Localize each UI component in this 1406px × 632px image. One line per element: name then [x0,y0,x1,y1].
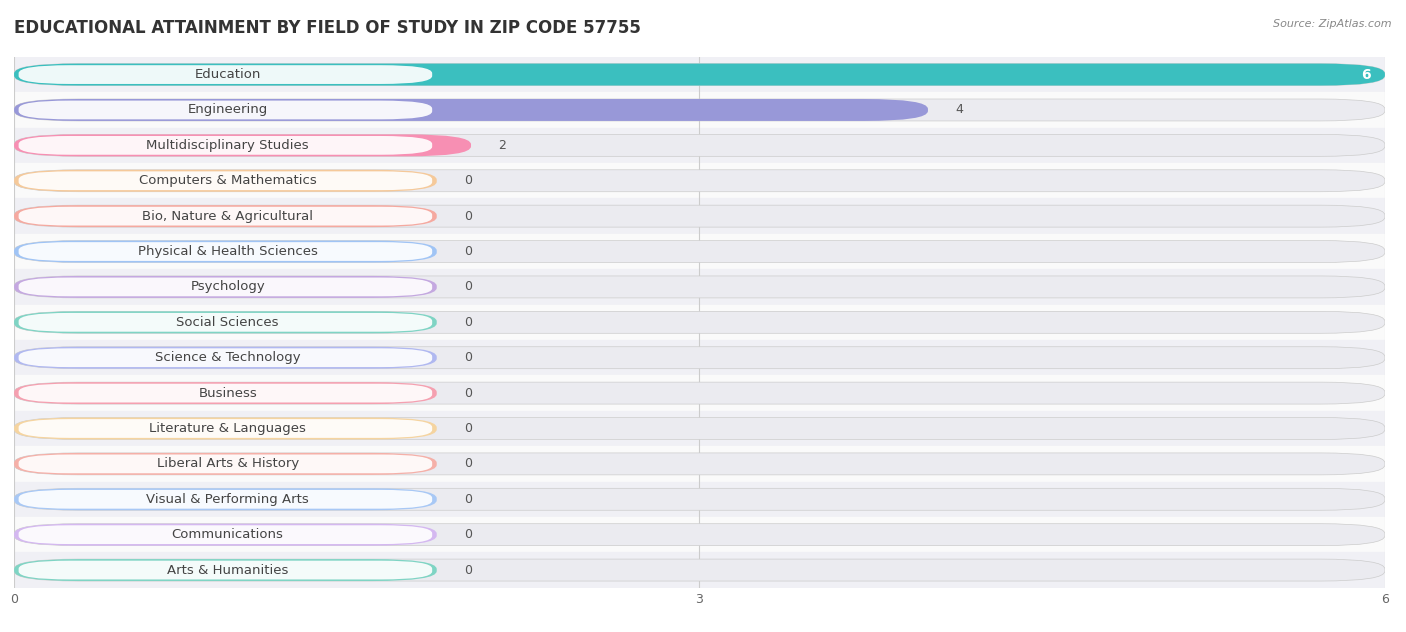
Bar [14,411,1385,446]
Text: 2: 2 [499,139,506,152]
FancyBboxPatch shape [14,418,1385,439]
FancyBboxPatch shape [14,524,437,545]
FancyBboxPatch shape [14,312,1385,333]
FancyBboxPatch shape [14,170,437,191]
FancyBboxPatch shape [18,277,432,296]
Text: 4: 4 [956,104,963,116]
FancyBboxPatch shape [14,241,1385,262]
Text: Physical & Health Sciences: Physical & Health Sciences [138,245,318,258]
Bar [14,517,1385,552]
Text: 0: 0 [464,458,472,470]
Text: Business: Business [198,387,257,399]
Bar [14,446,1385,482]
Text: Visual & Performing Arts: Visual & Performing Arts [146,493,309,506]
FancyBboxPatch shape [18,490,432,509]
Bar [14,340,1385,375]
Text: Psychology: Psychology [190,281,266,293]
FancyBboxPatch shape [14,64,1385,85]
Bar [14,305,1385,340]
FancyBboxPatch shape [18,242,432,261]
Text: 0: 0 [464,174,472,187]
FancyBboxPatch shape [14,135,1385,156]
Text: 0: 0 [464,422,472,435]
FancyBboxPatch shape [18,561,432,580]
Bar [14,482,1385,517]
FancyBboxPatch shape [14,489,437,510]
Text: 0: 0 [464,387,472,399]
FancyBboxPatch shape [18,384,432,403]
FancyBboxPatch shape [18,207,432,226]
Bar [14,128,1385,163]
Bar [14,269,1385,305]
Bar [14,375,1385,411]
FancyBboxPatch shape [14,524,1385,545]
FancyBboxPatch shape [18,348,432,367]
FancyBboxPatch shape [14,382,437,404]
FancyBboxPatch shape [14,205,1385,227]
FancyBboxPatch shape [14,135,471,156]
Text: Education: Education [194,68,262,81]
Text: Social Sciences: Social Sciences [176,316,278,329]
Text: Multidisciplinary Studies: Multidisciplinary Studies [146,139,309,152]
FancyBboxPatch shape [14,347,437,368]
Text: Engineering: Engineering [187,104,267,116]
FancyBboxPatch shape [14,418,437,439]
Bar [14,198,1385,234]
Text: 0: 0 [464,493,472,506]
FancyBboxPatch shape [14,276,437,298]
Text: Literature & Languages: Literature & Languages [149,422,307,435]
FancyBboxPatch shape [14,276,1385,298]
Text: Liberal Arts & History: Liberal Arts & History [156,458,299,470]
Text: Computers & Mathematics: Computers & Mathematics [139,174,316,187]
FancyBboxPatch shape [18,171,432,190]
Text: Arts & Humanities: Arts & Humanities [167,564,288,576]
FancyBboxPatch shape [14,347,1385,368]
FancyBboxPatch shape [18,65,432,84]
Text: 0: 0 [464,564,472,576]
FancyBboxPatch shape [14,170,1385,191]
FancyBboxPatch shape [14,64,1385,85]
FancyBboxPatch shape [18,100,432,119]
Text: Source: ZipAtlas.com: Source: ZipAtlas.com [1274,19,1392,29]
FancyBboxPatch shape [14,559,437,581]
FancyBboxPatch shape [18,525,432,544]
Bar [14,163,1385,198]
Text: 0: 0 [464,351,472,364]
Text: 6: 6 [1361,68,1371,82]
FancyBboxPatch shape [14,205,437,227]
Text: Communications: Communications [172,528,284,541]
Text: 0: 0 [464,281,472,293]
FancyBboxPatch shape [14,312,437,333]
FancyBboxPatch shape [14,382,1385,404]
FancyBboxPatch shape [14,489,1385,510]
FancyBboxPatch shape [18,136,432,155]
Text: EDUCATIONAL ATTAINMENT BY FIELD OF STUDY IN ZIP CODE 57755: EDUCATIONAL ATTAINMENT BY FIELD OF STUDY… [14,19,641,37]
FancyBboxPatch shape [14,453,437,475]
FancyBboxPatch shape [18,313,432,332]
Bar [14,234,1385,269]
Text: 0: 0 [464,528,472,541]
FancyBboxPatch shape [14,99,928,121]
FancyBboxPatch shape [18,419,432,438]
FancyBboxPatch shape [14,241,437,262]
Text: Science & Technology: Science & Technology [155,351,301,364]
Bar [14,552,1385,588]
FancyBboxPatch shape [18,454,432,473]
Text: 0: 0 [464,316,472,329]
Text: 0: 0 [464,210,472,222]
FancyBboxPatch shape [14,559,1385,581]
Bar [14,57,1385,92]
FancyBboxPatch shape [14,453,1385,475]
FancyBboxPatch shape [14,99,1385,121]
Text: 0: 0 [464,245,472,258]
Text: Bio, Nature & Agricultural: Bio, Nature & Agricultural [142,210,314,222]
Bar [14,92,1385,128]
